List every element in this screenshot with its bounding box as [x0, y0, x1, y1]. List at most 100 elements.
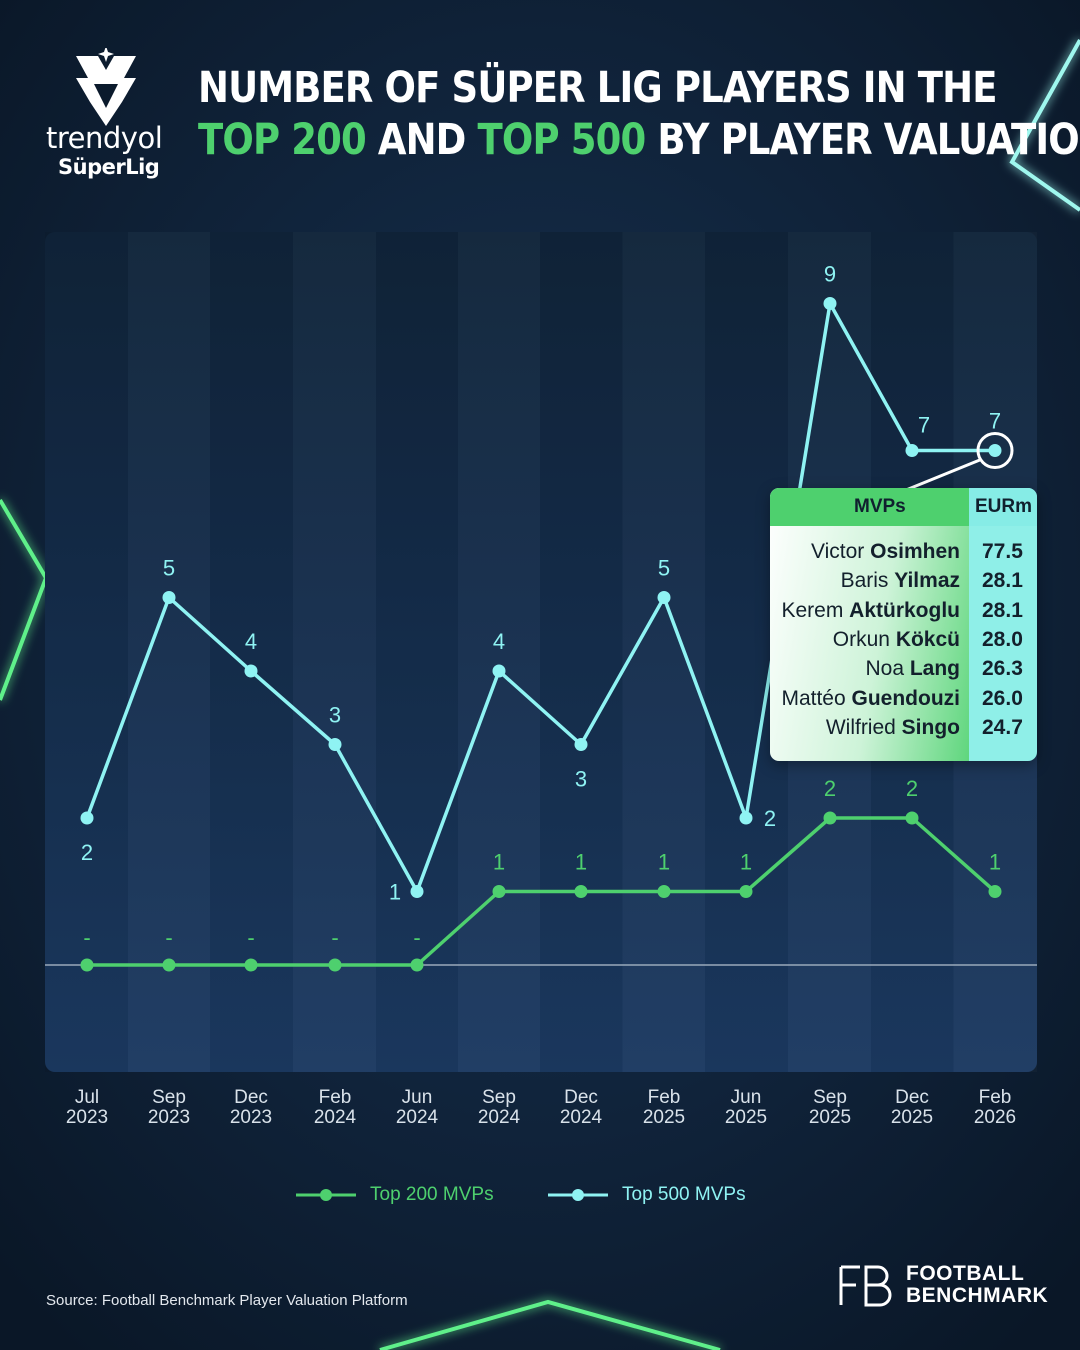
top500-point[interactable] — [905, 444, 919, 457]
top500-point[interactable] — [823, 297, 837, 310]
top200-point[interactable] — [823, 811, 837, 825]
top500-point[interactable] — [492, 664, 506, 678]
legend-top500-marker-icon — [548, 1189, 608, 1201]
top200-data-label: - — [165, 925, 172, 950]
player-last-name: Kökcü — [895, 627, 960, 651]
brand-sub: SüperLig — [58, 155, 160, 179]
neon-line-bottom — [379, 1299, 721, 1350]
top500-point[interactable] — [244, 664, 258, 678]
tooltip-player-value: 28.1 — [982, 598, 1023, 622]
tooltip-header-left: MVPs — [770, 488, 969, 526]
top200-point[interactable] — [162, 958, 176, 972]
x-tick-label: Jul 2023 — [47, 1088, 127, 1128]
player-first-name: Orkun — [832, 627, 896, 651]
x-tick-label: Sep 2023 — [129, 1088, 209, 1128]
tooltip-player-name: Wilfried Singo — [826, 716, 960, 740]
series-line-top500 — [85, 301, 995, 894]
tooltip-player-name: Orkun Kökcü — [833, 628, 960, 652]
brand-name: trendyol — [46, 121, 163, 155]
x-tick-month: Feb — [318, 1087, 352, 1108]
top200-data-label: - — [413, 925, 420, 950]
top200-point[interactable] — [80, 958, 94, 972]
top200-data-label: - — [331, 925, 338, 950]
x-tick-year: 2025 — [724, 1107, 768, 1128]
x-tick-label: Dec 2023 — [211, 1088, 291, 1128]
player-first-name: Wilfried — [825, 715, 902, 739]
top200-point[interactable] — [244, 958, 258, 972]
top200-data-label: - — [83, 925, 90, 950]
top500-data-label: 4 — [493, 629, 505, 654]
top200-data-label: 1 — [989, 850, 1001, 875]
top500-point[interactable] — [328, 738, 342, 751]
top500-data-label: 1 — [389, 880, 401, 905]
top500-point[interactable] — [657, 591, 671, 604]
tooltip-player-value: 26.0 — [982, 686, 1023, 710]
top200-point[interactable] — [410, 958, 424, 972]
top500-point[interactable] — [410, 885, 424, 898]
top500-data-label: 2 — [764, 806, 776, 831]
top200-point[interactable] — [739, 885, 753, 898]
title-highlight-top200: TOP 200 — [198, 115, 367, 165]
tooltip-names-panel — [770, 488, 969, 761]
title-highlight-top500: TOP 500 — [477, 115, 647, 165]
title-end: BY PLAYER VALUATION — [645, 115, 1080, 165]
column-band — [540, 232, 623, 1072]
tooltip-player-value: 24.7 — [982, 715, 1023, 739]
top200-point[interactable] — [988, 885, 1002, 898]
top500-point[interactable] — [80, 811, 94, 825]
top500-point[interactable] — [574, 738, 588, 751]
x-tick-label: Feb 2026 — [955, 1088, 1035, 1128]
player-last-name: Yilmaz — [894, 569, 960, 593]
top200-point[interactable] — [905, 811, 919, 825]
title-line-1: NUMBER OF SÜPER LIG PLAYERS IN THE — [198, 63, 997, 113]
top500-point[interactable] — [988, 444, 1002, 457]
top200-point[interactable] — [574, 885, 588, 898]
x-tick-label: Dec 2025 — [872, 1088, 952, 1128]
top500-data-label: 7 — [918, 413, 930, 438]
top200-point[interactable] — [657, 885, 671, 898]
x-tick-month: Jun — [401, 1087, 433, 1108]
top200-data-label: 1 — [658, 850, 670, 875]
tooltip-header-right: EURm — [969, 488, 1037, 526]
column-band — [45, 232, 128, 1072]
tooltip-player-value: 26.3 — [982, 657, 1023, 681]
x-tick-year: 2026 — [973, 1107, 1017, 1128]
top200-point[interactable] — [328, 958, 342, 972]
legend-top200: Top 200 MVPs — [296, 1182, 494, 1208]
x-tick-label: Feb 2025 — [624, 1088, 704, 1128]
x-tick-month: Dec — [564, 1087, 598, 1108]
tooltip-values-panel — [969, 488, 1037, 761]
tooltip-header-eurm: EURm — [975, 496, 1033, 517]
top200-data-label: 2 — [906, 776, 918, 801]
plot-area — [45, 232, 1037, 1072]
tooltip-header-mvps: MVPs — [854, 496, 906, 517]
legend-top500-label: Top 500 MVPs — [622, 1184, 746, 1205]
player-first-name: Mattéo — [781, 686, 852, 710]
callout-line — [905, 458, 982, 492]
x-tick-year: 2023 — [65, 1107, 109, 1128]
column-bands — [45, 232, 954, 1072]
legend-top200-marker-icon — [296, 1189, 356, 1201]
x-tick-year: 2025 — [808, 1107, 852, 1128]
x-tick-year: 2023 — [147, 1107, 191, 1128]
series-line-top200 — [87, 816, 997, 967]
x-tick-year: 2024 — [395, 1107, 439, 1128]
mvp-tooltip: MVPs EURm Victor Osimhen 77.5 Baris Yilmaz… — [770, 488, 1037, 761]
top500-point[interactable] — [162, 591, 176, 604]
trendyol-superlig-logo-icon — [76, 48, 136, 126]
x-tick-month: Jun — [730, 1087, 762, 1108]
tooltip-player-name: Victor Osimhen — [811, 540, 960, 564]
column-band — [376, 232, 458, 1072]
player-last-name: Guendouzi — [851, 686, 961, 710]
x-tick-month: Sep — [813, 1087, 847, 1108]
tooltip-player-name: Mattéo Guendouzi — [781, 687, 960, 711]
x-tick-label: Jun 2025 — [706, 1088, 786, 1128]
top500-point[interactable] — [739, 811, 753, 825]
top200-point[interactable] — [492, 885, 506, 898]
football-benchmark-logo-icon — [839, 1265, 892, 1307]
football-benchmark-wordmark: FOOTBALL BENCHMARK — [906, 1263, 1048, 1307]
player-first-name: Victor — [811, 540, 871, 563]
x-tick-year: 2025 — [890, 1107, 934, 1128]
x-tick-label: Jun 2024 — [377, 1088, 457, 1128]
